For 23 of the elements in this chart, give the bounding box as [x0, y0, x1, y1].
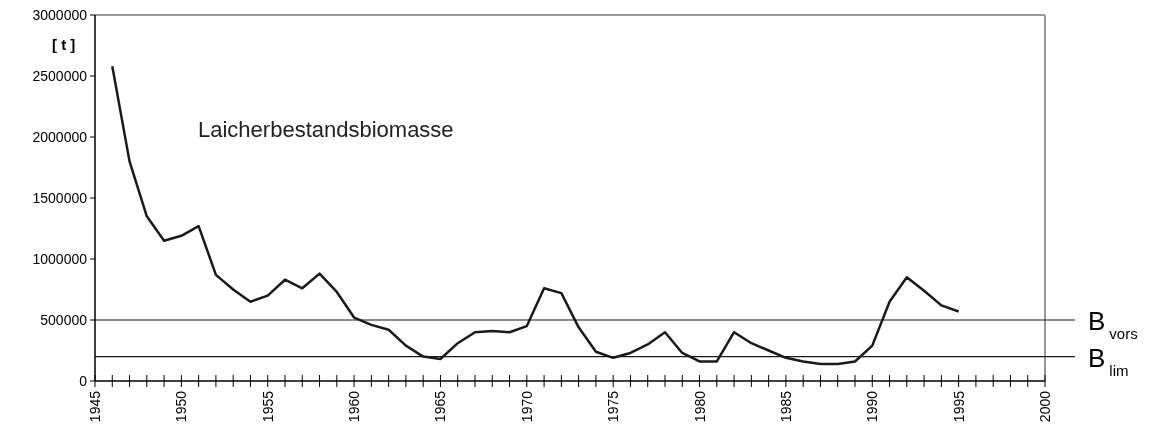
y-tick-label: 3000000: [32, 7, 88, 23]
x-tick-label: 1945: [87, 390, 103, 423]
ref-line-label: B$_{vors}$: [1088, 306, 1138, 342]
x-tick-label: 1965: [432, 390, 449, 423]
y-tick-label: 2000000: [32, 129, 88, 145]
x-tick-label: 2000: [1037, 390, 1053, 423]
y-tick-label: 1000000: [32, 251, 88, 267]
x-tick-label: 1980: [691, 390, 708, 423]
x-tick-label: 1960: [346, 390, 363, 423]
x-tick-label: 1950: [173, 390, 190, 423]
y-tick-label: 500000: [40, 312, 88, 328]
x-tick-label: 1990: [864, 390, 881, 423]
x-tick-label: 1995: [950, 390, 967, 423]
x-tick-label: 1970: [518, 390, 535, 423]
ref-line-label: B$_{lim}$: [1088, 342, 1129, 379]
y-axis-title: [ t ]: [52, 36, 76, 53]
annotation: Laicherbestandsbiomasse: [198, 117, 454, 142]
x-tick-label: 1975: [605, 390, 622, 423]
y-tick-label: 0: [79, 373, 88, 389]
x-tick-label: 1955: [259, 390, 276, 423]
y-tick-label: 1500000: [32, 190, 88, 206]
x-tick-label: 1985: [777, 390, 794, 423]
y-tick-label: 2500000: [32, 68, 88, 84]
